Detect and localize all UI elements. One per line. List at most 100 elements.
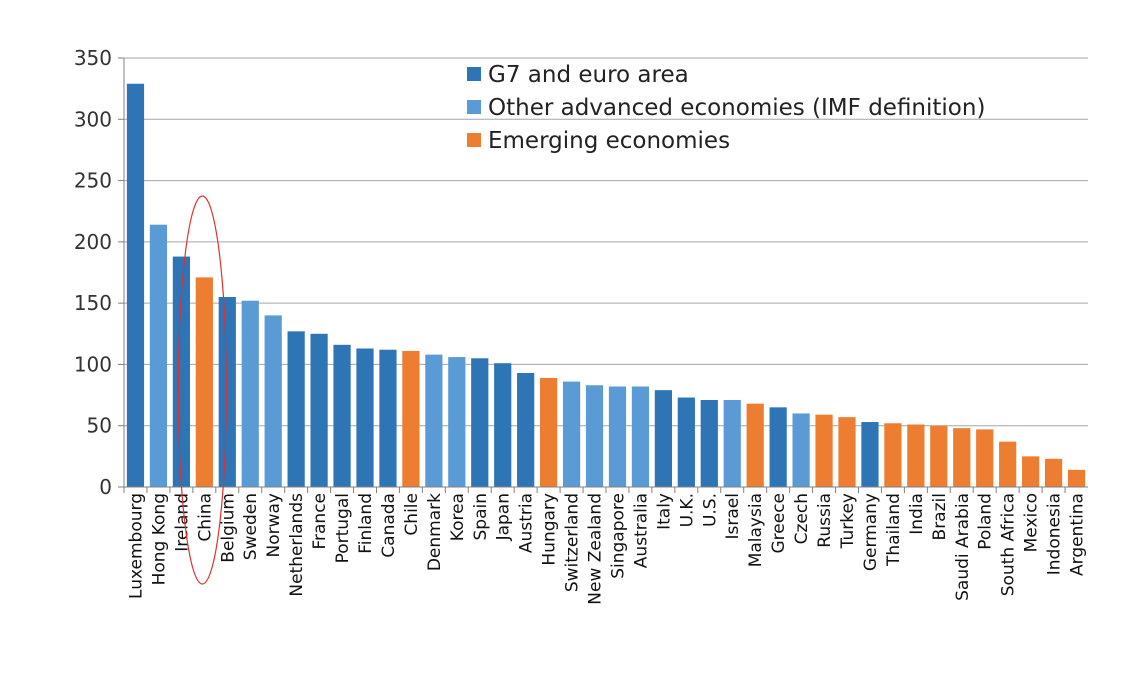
bar-norway: [264, 315, 282, 487]
category-label: Hong Kong: [149, 493, 169, 585]
y-tick-label: 50: [87, 414, 112, 438]
bar-turkey: [838, 417, 856, 487]
axes: [123, 58, 1088, 488]
bar-india: [907, 424, 925, 487]
y-tick-label: 200: [74, 230, 112, 254]
bar-sweden: [241, 300, 259, 487]
legend-label: G7 and euro area: [488, 62, 689, 88]
bar-korea: [448, 357, 466, 487]
bar-malaysia: [746, 403, 764, 487]
category-label: Norway: [264, 493, 284, 558]
category-label: Israel: [723, 493, 743, 539]
bar-austria: [517, 373, 535, 487]
legend-swatch: [467, 100, 481, 114]
bar-u-k-: [677, 397, 695, 487]
gridlines: [118, 57, 1088, 493]
category-label: Finland: [356, 493, 376, 554]
bar-denmark: [425, 354, 443, 487]
legend-label: Emerging economies: [488, 128, 730, 154]
legend-label: Other advanced economies (IMF definition…: [488, 95, 985, 121]
category-label: Thailand: [884, 493, 904, 567]
category-label: Netherlands: [287, 493, 307, 597]
bar-south-africa: [999, 441, 1017, 487]
legend-swatch: [467, 133, 481, 147]
bar-thailand: [884, 423, 902, 487]
bar-chile: [402, 350, 420, 487]
bar-canada: [379, 349, 397, 487]
bar-switzerland: [562, 381, 581, 487]
bar-belgium: [218, 297, 236, 487]
bar-indonesia: [1044, 458, 1063, 487]
category-label: Sweden: [241, 493, 261, 560]
category-label: India: [907, 493, 927, 535]
category-label: Russia: [815, 493, 835, 548]
y-tick-label: 250: [74, 169, 112, 193]
category-label: U.K.: [677, 493, 697, 527]
bar-singapore: [608, 386, 627, 487]
bar-japan: [494, 363, 512, 487]
category-label: Switzerland: [563, 493, 583, 592]
bar-czech: [792, 413, 810, 487]
y-tick-label: 100: [74, 352, 112, 376]
bar-finland: [356, 348, 374, 487]
category-labels: Luxembourg Hong Kong Ireland China Belgium Sw…: [126, 493, 1087, 605]
category-label: Italy: [654, 493, 674, 530]
y-tick-label: 150: [74, 291, 112, 315]
bar-portugal: [333, 344, 351, 487]
bar-netherlands: [287, 331, 305, 487]
bar-russia: [815, 414, 833, 487]
bar-poland: [976, 429, 994, 487]
category-label: Ireland: [172, 493, 192, 552]
category-label: Germany: [861, 493, 881, 571]
category-label: Argentina: [1068, 493, 1088, 576]
bar-france: [310, 333, 328, 487]
category-label: Turkey: [838, 493, 858, 549]
bar-mexico: [1022, 456, 1040, 487]
bar-israel: [723, 399, 741, 487]
bar-italy: [654, 390, 672, 487]
bar-brazil: [930, 425, 948, 487]
bars: [126, 83, 1086, 488]
category-label: Hungary: [540, 493, 560, 566]
category-label: New Zealand: [586, 493, 606, 605]
category-label: Belgium: [218, 493, 238, 563]
bar-new-zealand: [585, 385, 604, 487]
y-tick-label: 0: [99, 475, 112, 499]
category-label: Saudi Arabia: [953, 493, 973, 601]
category-label: Canada: [379, 493, 399, 558]
category-label: Luxembourg: [126, 493, 146, 599]
category-label: Denmark: [425, 493, 445, 571]
bar-luxembourg: [126, 83, 145, 488]
bar-argentina: [1067, 469, 1086, 487]
bar-germany: [861, 422, 879, 487]
y-tick-label: 300: [74, 107, 112, 131]
category-label: Korea: [448, 493, 468, 541]
category-label: Brazil: [930, 493, 950, 540]
category-label: Austria: [517, 493, 537, 553]
category-label: Spain: [471, 493, 491, 541]
category-label: Greece: [769, 493, 789, 554]
category-label: Poland: [976, 493, 996, 550]
bar-saudi-arabia: [953, 428, 971, 487]
category-label: Portugal: [333, 493, 353, 563]
category-label: Australia: [631, 493, 651, 568]
y-tick-labels: 0 50 100 150 200 250 300 350: [74, 46, 112, 499]
category-label: U.S.: [700, 493, 720, 527]
category-label: Malaysia: [746, 493, 766, 567]
bar-china: [195, 277, 213, 487]
y-tick-label: 350: [74, 46, 112, 70]
category-label: France: [310, 493, 330, 550]
category-label: Indonesia: [1045, 493, 1065, 575]
category-label: Singapore: [608, 493, 628, 579]
category-label: Chile: [402, 493, 422, 536]
bar-u-s-: [700, 399, 718, 487]
category-label: South Africa: [999, 493, 1019, 596]
category-label: Mexico: [1022, 493, 1042, 552]
bar-hungary: [540, 377, 558, 487]
bar-australia: [631, 386, 650, 487]
highlight-ellipse: [177, 195, 227, 585]
bar-hong-kong: [149, 224, 168, 487]
bar-spain: [471, 358, 489, 487]
bar-greece: [769, 407, 787, 487]
